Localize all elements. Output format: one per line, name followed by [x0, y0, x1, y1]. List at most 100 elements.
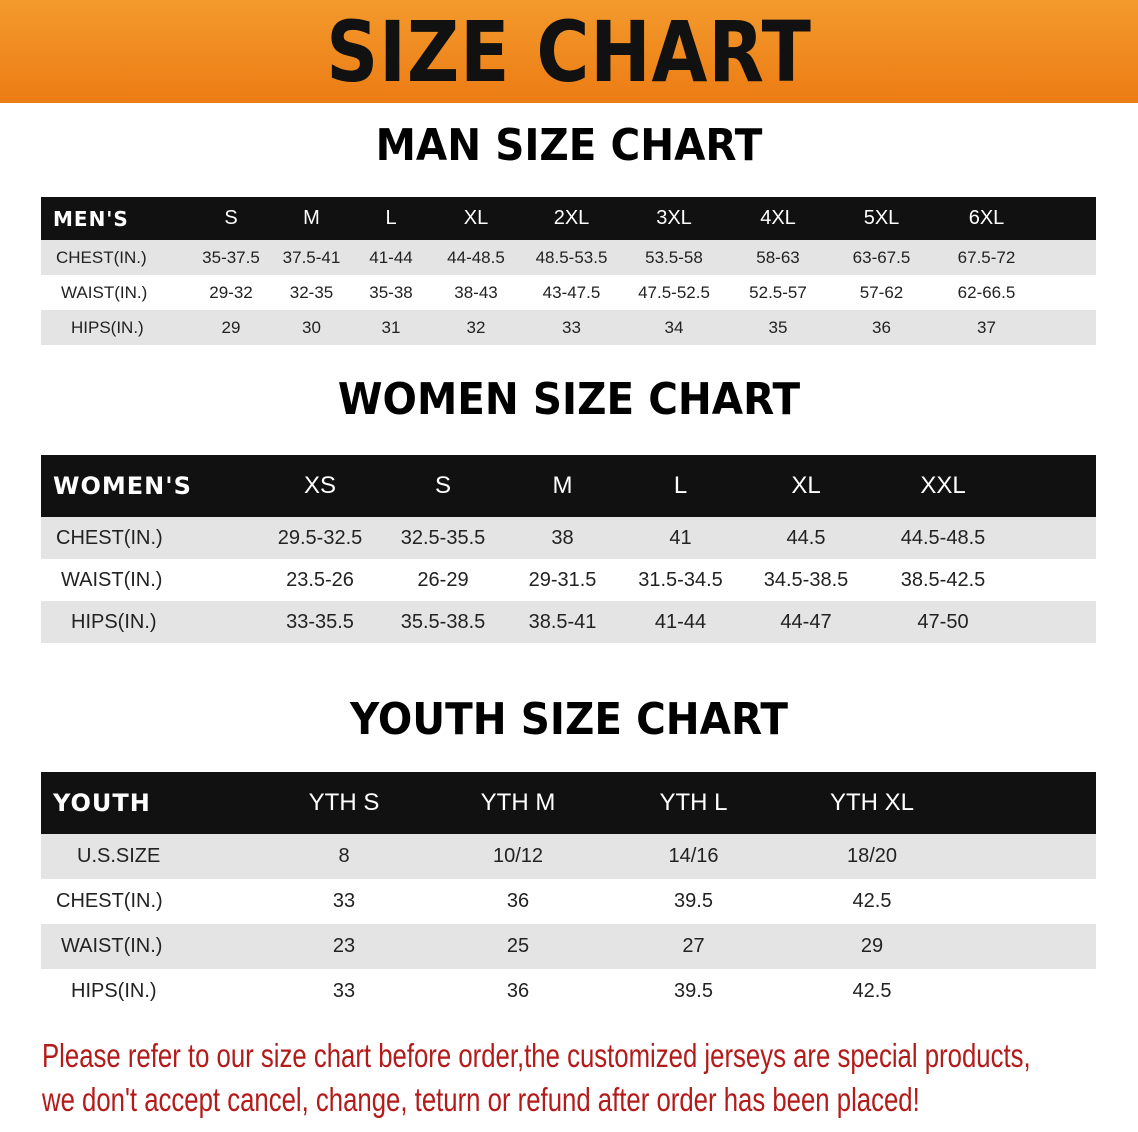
- table-row: CHEST(IN.) 35-37.5 37.5-41 41-44 44-48.5 48.5…: [41, 240, 1096, 275]
- size-column-header: 4XL: [726, 197, 830, 240]
- table-row: HIPS(IN.) 29 30 31 32 33 34 35 36 37: [41, 310, 1096, 345]
- measurement-value: 38.5-41: [504, 601, 621, 643]
- measurement-value: 35.5-38.5: [382, 601, 504, 643]
- size-column-header: 3XL: [622, 197, 726, 240]
- size-column-header: S: [382, 455, 504, 517]
- measurement-value: 29-31.5: [504, 559, 621, 601]
- measurement-value: 29: [190, 310, 272, 345]
- measurement-value: 38.5-42.5: [872, 559, 1014, 601]
- measurement-value: 52.5-57: [726, 275, 830, 310]
- women-table-label: WOMEN'S: [41, 455, 258, 517]
- size-column-header: YTH XL: [782, 772, 962, 834]
- size-column-header: YTH M: [431, 772, 605, 834]
- measurement-value: 29.5-32.5: [258, 517, 382, 559]
- row-spacer: [1040, 275, 1096, 310]
- measurement-value: 31.5-34.5: [621, 559, 740, 601]
- table-row: CHEST(IN.) 33 36 39.5 42.5: [41, 879, 1096, 924]
- measurement-value: 38-43: [431, 275, 521, 310]
- measurement-value: 44.5-48.5: [872, 517, 1014, 559]
- measurement-label: CHEST(IN.): [41, 240, 190, 275]
- measurement-value: 33: [257, 969, 431, 1014]
- measurement-value: 47-50: [872, 601, 1014, 643]
- table-row: HIPS(IN.) 33 36 39.5 42.5: [41, 969, 1096, 1014]
- men-table-label: MEN'S: [41, 197, 190, 240]
- size-column-header: XS: [258, 455, 382, 517]
- measurement-value: 44-48.5: [431, 240, 521, 275]
- page-title: SIZE CHART: [326, 3, 812, 101]
- row-spacer: [1014, 517, 1096, 559]
- size-column-header: YTH S: [257, 772, 431, 834]
- measurement-value: 36: [431, 879, 605, 924]
- measurement-value: 67.5-72: [933, 240, 1040, 275]
- measurement-value: 63-67.5: [830, 240, 933, 275]
- measurement-value: 30: [272, 310, 351, 345]
- measurement-value: 33-35.5: [258, 601, 382, 643]
- row-spacer: [1040, 310, 1096, 345]
- notice-line-1: Please refer to our size chart before or…: [42, 1037, 1031, 1074]
- measurement-value: 35-37.5: [190, 240, 272, 275]
- measurement-value: 38: [504, 517, 621, 559]
- size-column-header: M: [504, 455, 621, 517]
- measurement-label: CHEST(IN.): [41, 879, 257, 924]
- row-spacer: [962, 969, 1096, 1014]
- measurement-value: 57-62: [830, 275, 933, 310]
- youth-table-label: YOUTH: [41, 772, 257, 834]
- size-column-header: 2XL: [521, 197, 622, 240]
- measurement-value: 37: [933, 310, 1040, 345]
- measurement-value: 32: [431, 310, 521, 345]
- measurement-value: 23: [257, 924, 431, 969]
- measurement-label: WAIST(IN.): [41, 275, 190, 310]
- measurement-value: 35-38: [351, 275, 431, 310]
- table-row: U.S.SIZE 8 10/12 14/16 18/20: [41, 834, 1096, 879]
- notice-line-2: we don't accept cancel, change, teturn o…: [42, 1081, 920, 1118]
- measurement-label: CHEST(IN.): [41, 517, 258, 559]
- table-row: HIPS(IN.) 33-35.5 35.5-38.5 38.5-41 41-44 44-…: [41, 601, 1096, 643]
- row-spacer: [962, 834, 1096, 879]
- measurement-value: 42.5: [782, 969, 962, 1014]
- measurement-value: 25: [431, 924, 605, 969]
- measurement-value: 41-44: [351, 240, 431, 275]
- measurement-value: 33: [257, 879, 431, 924]
- measurement-value: 62-66.5: [933, 275, 1040, 310]
- measurement-value: 34: [622, 310, 726, 345]
- size-column-header: S: [190, 197, 272, 240]
- youth-size-table: YOUTH YTH S YTH M YTH L YTH XL U.S.SIZE 8 10/12…: [41, 772, 1096, 1014]
- measurement-value: 32.5-35.5: [382, 517, 504, 559]
- size-column-header: XL: [431, 197, 521, 240]
- size-column-header: L: [351, 197, 431, 240]
- measurement-label: HIPS(IN.): [41, 969, 257, 1014]
- measurement-value: 48.5-53.5: [521, 240, 622, 275]
- table-row: WAIST(IN.) 23.5-26 26-29 29-31.5 31.5-34.5 34…: [41, 559, 1096, 601]
- size-column-header: XXL: [872, 455, 1014, 517]
- header-banner: SIZE CHART: [0, 0, 1138, 103]
- women-size-table: WOMEN'S XS S M L XL XXL CHEST(IN.) 29.5-32.5 32.5…: [41, 455, 1096, 643]
- measurement-label: HIPS(IN.): [41, 601, 258, 643]
- measurement-value: 39.5: [605, 879, 782, 924]
- measurement-value: 29: [782, 924, 962, 969]
- youth-header-row: YOUTH YTH S YTH M YTH L YTH XL: [41, 772, 1096, 834]
- men-size-table: MEN'S S M L XL 2XL 3XL 4XL 5XL 6XL CHEST(IN.) 35-37…: [41, 197, 1096, 345]
- measurement-value: 47.5-52.5: [622, 275, 726, 310]
- size-column-header: M: [272, 197, 351, 240]
- row-spacer: [962, 924, 1096, 969]
- measurement-value: 41-44: [621, 601, 740, 643]
- measurement-value: 44.5: [740, 517, 872, 559]
- measurement-value: 33: [521, 310, 622, 345]
- measurement-value: 35: [726, 310, 830, 345]
- youth-section-title: YOUTH SIZE CHART: [350, 694, 788, 745]
- header-spacer: [1014, 455, 1096, 517]
- measurement-label: U.S.SIZE: [41, 834, 257, 879]
- measurement-value: 39.5: [605, 969, 782, 1014]
- row-spacer: [1014, 601, 1096, 643]
- table-row: WAIST(IN.) 23 25 27 29: [41, 924, 1096, 969]
- measurement-value: 34.5-38.5: [740, 559, 872, 601]
- measurement-value: 23.5-26: [258, 559, 382, 601]
- measurement-value: 10/12: [431, 834, 605, 879]
- header-spacer: [1040, 197, 1096, 240]
- size-column-header: YTH L: [605, 772, 782, 834]
- measurement-value: 29-32: [190, 275, 272, 310]
- measurement-value: 43-47.5: [521, 275, 622, 310]
- men-header-row: MEN'S S M L XL 2XL 3XL 4XL 5XL 6XL: [41, 197, 1096, 240]
- women-section-title: WOMEN SIZE CHART: [337, 374, 801, 425]
- size-column-header: 5XL: [830, 197, 933, 240]
